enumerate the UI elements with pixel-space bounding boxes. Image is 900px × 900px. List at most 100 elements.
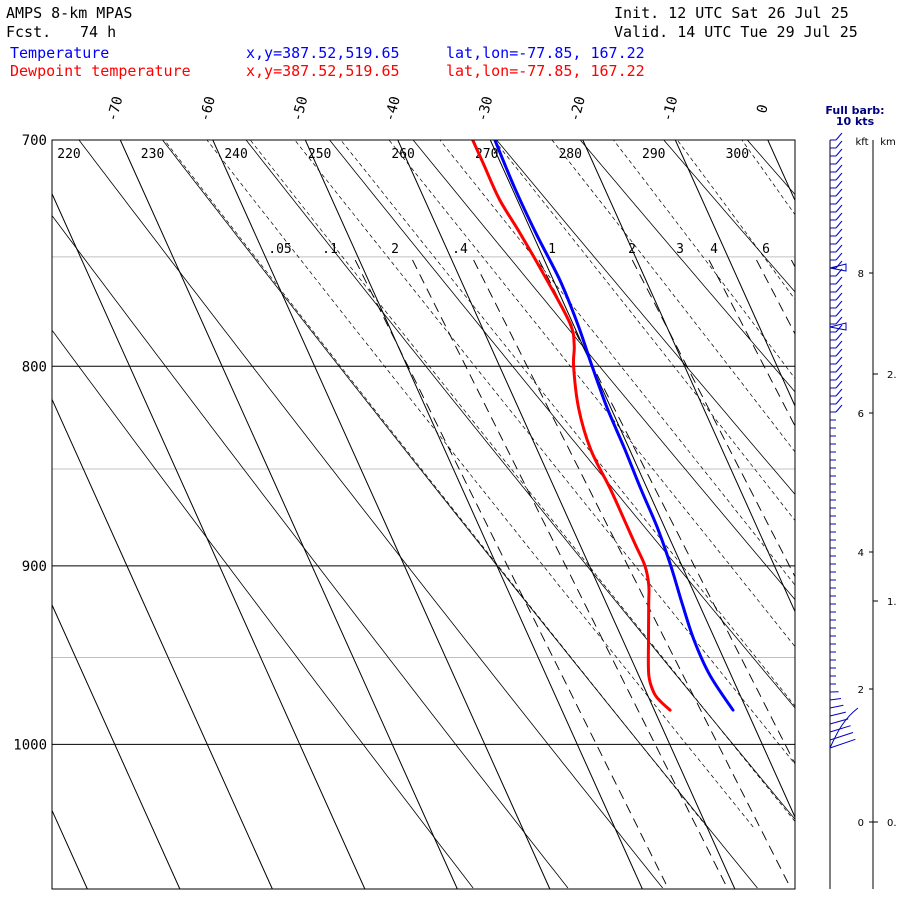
plot-frame: [51, 139, 796, 890]
isotherm-line: [52, 398, 273, 889]
km-tick-label: 0.: [887, 818, 897, 829]
legend-dewpoint: Dewpoint temperature: [10, 62, 191, 80]
dry-adiabat-label: 240: [224, 147, 247, 162]
mixing-ratio-line: [791, 259, 795, 268]
temperature-xy: x,y=387.52,519.65: [246, 44, 400, 62]
wind-pennant: [829, 322, 847, 331]
wind-barb: [829, 732, 854, 741]
dry-adiabat: [412, 140, 795, 601]
wind-barb-flag: [835, 212, 843, 221]
moist-adiabat: [388, 140, 795, 648]
isotherm-line: [52, 603, 181, 889]
km-tick-label: 1.: [887, 597, 897, 608]
isotherm-line: [489, 140, 795, 819]
init-time: Init. 12 UTC Sat 26 Jul 25: [614, 4, 849, 22]
dewpoint-xy: x,y=387.52,519.65: [246, 62, 400, 80]
moist-adiabat: [613, 140, 795, 380]
isotherm-label: -30: [474, 95, 496, 124]
forecast-hour: 74 h: [80, 23, 117, 41]
wind-pennant: [829, 263, 847, 272]
wind-barb-flag: [835, 292, 843, 301]
wind-barb: [829, 725, 851, 733]
isotherm-line: [860, 140, 900, 889]
isotherm-line: [397, 140, 736, 889]
kft-tick-label: 4: [858, 548, 864, 559]
dry-adiabat-label: 300: [726, 147, 749, 162]
dry-adiabat-label: 220: [57, 147, 80, 162]
legend-temperature: Temperature: [10, 44, 110, 62]
pressure-tick-label: 800: [22, 359, 47, 375]
dry-adiabat-label: 290: [642, 147, 665, 162]
mixing-ratio-label: 6: [762, 242, 770, 257]
dry-adiabat: [52, 329, 474, 889]
dry-adiabat: [52, 214, 569, 889]
wind-barb-flag: [835, 380, 843, 389]
dry-adiabat: [496, 140, 795, 495]
wind-barb-flag: [835, 172, 843, 181]
isotherm-label: -10: [659, 95, 681, 124]
model-title: AMPS 8-km MPAS: [6, 4, 133, 22]
isotherm-line: [304, 140, 643, 889]
wind-barb-flag: [835, 284, 843, 293]
isotherm-line: [582, 140, 795, 613]
mixing-ratio-label: 1: [548, 242, 556, 257]
mixing-ratio-label: 4: [710, 242, 718, 257]
isotherm-label: -50: [289, 95, 311, 124]
wind-barb: [829, 711, 846, 717]
isotherm-label: -70: [104, 95, 126, 124]
moist-adiabat: [340, 140, 795, 707]
moist-adiabat: [249, 140, 795, 823]
moist-adiabat: [676, 140, 795, 301]
isotherm-line: [212, 140, 551, 889]
moist-adiabat: [163, 140, 708, 828]
mixing-ratio-label: .4: [452, 242, 468, 257]
mixing-ratio-label: .05: [268, 242, 291, 257]
mixing-ratio-label: 2: [391, 242, 399, 257]
temperature-profile: [493, 140, 735, 712]
dry-adiabat: [78, 140, 664, 889]
wind-barb-flag: [835, 340, 843, 349]
isotherm-label: 0: [754, 103, 772, 115]
wind-barb-flag: [835, 356, 843, 365]
dry-adiabat-label: 250: [308, 147, 331, 162]
kft-tick-label: 6: [858, 409, 864, 420]
isotherm-line: [674, 140, 795, 408]
kft-tick-label: 0: [858, 818, 864, 829]
wind-barb: [829, 718, 849, 725]
forecast-label: Fcst.: [6, 23, 52, 41]
dewpoint-profile: [471, 140, 672, 712]
wind-barb-flag: [835, 220, 843, 229]
wind-barb-flag: [835, 388, 843, 397]
mixing-ratio-line: [708, 259, 795, 427]
wind-barb-flag: [835, 156, 843, 165]
wind-barb-flag: [835, 300, 843, 309]
kft-tick-label: 8: [858, 269, 864, 280]
dewpoint-latlon: lat,lon=-77.85, 167.22: [446, 62, 645, 80]
mixing-ratio-line: [412, 259, 726, 885]
isotherm-line: [52, 192, 366, 889]
dry-adiabat-label: 230: [141, 147, 164, 162]
kft-axis-label: kft: [855, 137, 868, 148]
mixing-ratio-line: [631, 259, 795, 578]
kft-tick-label: 2: [858, 685, 864, 696]
full-barb-title: Full barb:: [825, 104, 884, 117]
moist-adiabat: [851, 116, 900, 827]
wind-barb-flag: [835, 252, 843, 261]
valid-time: Valid. 14 UTC Tue 29 Jul 25: [614, 23, 858, 41]
dry-adiabat: [245, 140, 795, 820]
temperature-latlon: lat,lon=-77.85, 167.22: [446, 44, 645, 62]
km-axis-label: km: [880, 137, 896, 148]
wind-barb-flag: [835, 364, 843, 373]
isotherm-label: -40: [382, 95, 404, 124]
moist-adiabat: [741, 140, 795, 216]
wind-barb-flag: [835, 332, 843, 341]
dry-adiabat: [829, 138, 900, 888]
wind-barb-flag: [835, 164, 843, 173]
dry-adiabat-label: 260: [391, 147, 414, 162]
pressure-tick-label: 700: [22, 133, 47, 149]
dry-adiabat: [162, 140, 758, 889]
mixing-ratio-line: [843, 260, 900, 884]
isotherm-label: -20: [567, 95, 589, 124]
wind-barb-flag: [835, 180, 843, 189]
background-grid: [52, 116, 900, 889]
